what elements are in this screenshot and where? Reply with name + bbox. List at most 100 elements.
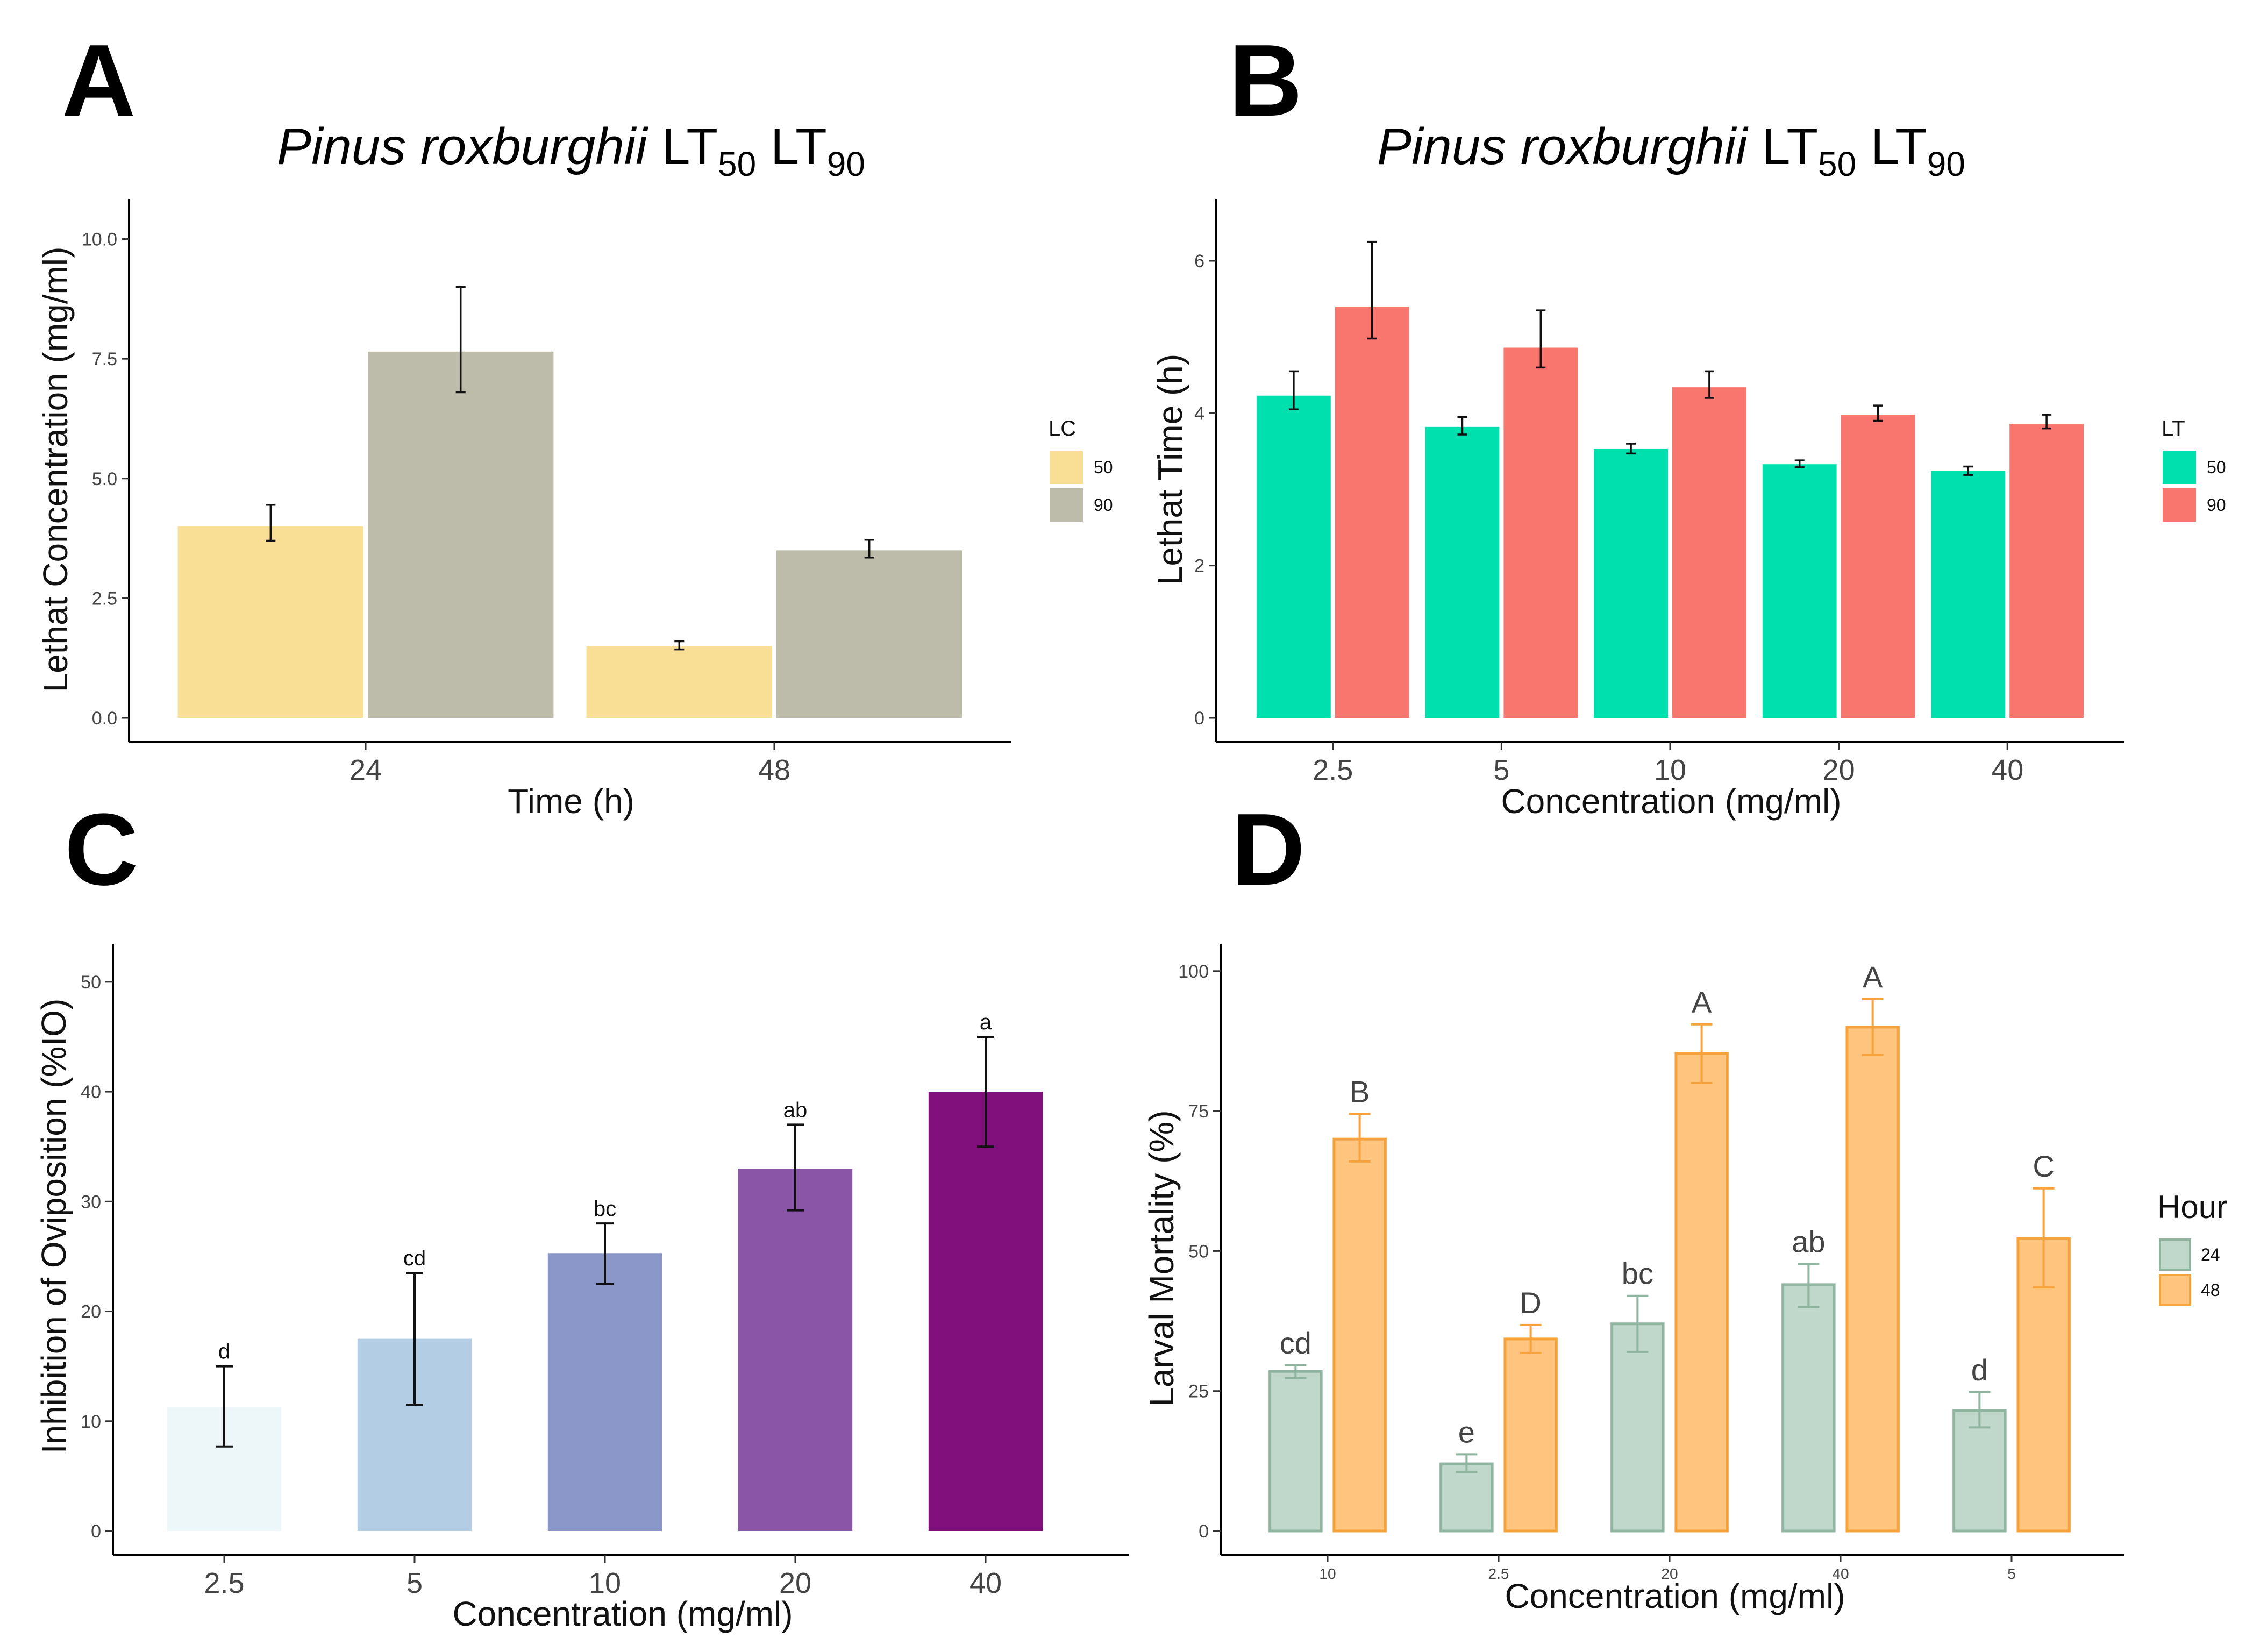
- panel-b-chart: 0 2 4 6 2.5 5 10 20 40 50 90: [1194, 199, 2226, 786]
- panel-c-bar: [547, 1253, 662, 1531]
- panel-d-bar-48: [1674, 1052, 1729, 1533]
- panel-b-bar-50: [1931, 471, 2006, 718]
- panel-d-y-tick-label: 100: [1178, 962, 1209, 982]
- panel-d-bar-48: [1503, 1337, 1558, 1533]
- panel-letter-c: C: [65, 793, 138, 907]
- panel-b-title-sub-50: 50: [1818, 145, 1856, 183]
- panel-d-y-tick-label: 25: [1188, 1382, 1209, 1402]
- panel-a-y-tick-label: 5.0: [92, 469, 117, 489]
- panel-d-y-tick-label: 50: [1188, 1241, 1209, 1262]
- panel-a-title-sub-50: 50: [718, 145, 756, 183]
- panel-a-legend-swatch-50: [1050, 451, 1083, 484]
- panel-b-legend-label-50: 50: [2207, 458, 2226, 477]
- panel-d-bar-24: [1952, 1409, 2007, 1533]
- panel-b-title-lt-b: LT: [1856, 118, 1927, 175]
- panel-b-x-tick-label: 5: [1493, 754, 1509, 786]
- panel-c-significance-letter: cd: [403, 1247, 426, 1270]
- panel-a-bar-50: [586, 646, 772, 718]
- panel-b-legend-label-90: 90: [2207, 495, 2226, 515]
- panel-d-x-tick-label: 10: [1319, 1565, 1336, 1582]
- panel-d-x-tick-label: 2.5: [1488, 1565, 1509, 1582]
- panel-b-legend-swatch-50: [2163, 451, 2196, 484]
- panel-d-significance-letter-48: D: [1520, 1286, 1541, 1320]
- panel-letter-d: D: [1231, 793, 1305, 907]
- panel-a-x-axis-title: Time (h): [508, 782, 634, 821]
- panel-a-y-axis-title: Lethat Concentration (mg/ml): [36, 247, 75, 693]
- panel-c-y-tick-label: 30: [81, 1192, 101, 1212]
- panel-d-legend-swatch-24: [2159, 1238, 2191, 1271]
- panel-d-x-tick-label: 40: [1832, 1565, 1849, 1582]
- panel-c-y-tick-label: 50: [81, 972, 101, 993]
- panel-b-x-tick-label: 10: [1654, 754, 1686, 786]
- panel-a-title-lt-b: LT: [756, 118, 827, 175]
- panel-d-bar-24: [1610, 1322, 1665, 1533]
- panel-d-x-axis-title: Concentration (mg/ml): [1505, 1577, 1845, 1615]
- panel-d-significance-letter-24: e: [1458, 1415, 1475, 1449]
- panel-b-legend-title: LT: [2162, 417, 2185, 440]
- panel-c-significance-letter: ab: [783, 1098, 808, 1122]
- panel-b-x-axis-title: Concentration (mg/ml): [1501, 782, 1841, 821]
- panel-c-bar: [738, 1169, 853, 1531]
- panel-a-title-lt-a: LT: [647, 118, 718, 175]
- panel-a-y-tick-label: 10.0: [82, 230, 117, 250]
- panel-a-x-tick-label: 48: [758, 754, 790, 786]
- panel-a-chart: 0.0 2.5 5.0 7.5 10.0 24 48 50 90: [82, 199, 1113, 786]
- panel-b-title-species: Pinus roxburghii: [1377, 118, 1749, 175]
- panel-d-legend-label-24: 24: [2201, 1245, 2220, 1264]
- panel-d-significance-letter-24: cd: [1280, 1326, 1311, 1360]
- panel-d-bar-48: [1332, 1137, 1387, 1533]
- panel-d-legend-label-48: 48: [2201, 1280, 2220, 1300]
- panel-b-bar-90: [2009, 424, 2084, 718]
- panel-b-y-tick-label: 4: [1194, 403, 1204, 424]
- panel-c-x-tick-label: 40: [969, 1567, 1002, 1599]
- panel-c-y-tick-label: 0: [91, 1521, 101, 1542]
- panel-b-bar-50: [1594, 448, 1668, 718]
- panel-c-x-tick-label: 10: [589, 1567, 621, 1599]
- panel-d-y-axis-title: Larval Mortality (%): [1142, 1110, 1181, 1406]
- panel-c-x-tick-label: 20: [779, 1567, 811, 1599]
- panel-d-bar-24: [1268, 1370, 1323, 1533]
- panel-c-significance-letter: a: [980, 1010, 992, 1034]
- panel-a-legend-label-50: 50: [1094, 458, 1113, 477]
- panel-b-y-tick-label: 2: [1194, 556, 1204, 576]
- panel-c-y-tick-label: 10: [81, 1412, 101, 1432]
- panel-c-x-tick-label: 2.5: [204, 1567, 244, 1599]
- panel-d-y-tick-label: 75: [1188, 1101, 1209, 1122]
- panel-d-significance-letter-48: B: [1350, 1074, 1370, 1108]
- panel-b-title: Pinus roxburghii LT50 LT90: [1377, 118, 1965, 183]
- panel-b-bar-90: [1335, 307, 1409, 718]
- panel-b-bar-50: [1762, 464, 1837, 718]
- panel-b-x-tick-label: 40: [1991, 754, 2023, 786]
- panel-d-significance-letter-24: bc: [1622, 1257, 1653, 1291]
- panel-d-significance-letter-48: A: [1692, 985, 1712, 1019]
- panel-b-x-tick-label: 2.5: [1313, 754, 1353, 786]
- panel-d-x-tick-label: 20: [1661, 1565, 1678, 1582]
- panel-b-y-tick-label: 6: [1194, 251, 1204, 272]
- panel-b-x-tick-label: 20: [1823, 754, 1855, 786]
- panel-d-x-tick-label: 5: [2007, 1565, 2016, 1582]
- panel-c-chart: 0 10 20 30 40 50 2.5 d 5 cd 10 bc 20 ab 40 a: [81, 944, 1129, 1599]
- panel-b-bar-90: [1841, 415, 1915, 718]
- panel-a-legend-label-90: 90: [1094, 495, 1113, 515]
- panel-d-significance-letter-24: d: [1971, 1353, 1988, 1387]
- panel-b-bar-50: [1425, 426, 1500, 718]
- panel-d-significance-letter-48: C: [2033, 1149, 2054, 1183]
- panel-b-title-sub-90: 90: [1927, 145, 1965, 183]
- panel-b-bar-50: [1256, 395, 1331, 718]
- panel-d-legend-title: Hour: [2157, 1189, 2227, 1225]
- panel-b-bar-90: [1503, 347, 1578, 718]
- panel-d-significance-letter-24: ab: [1792, 1224, 1825, 1258]
- panel-a-bar-50: [177, 526, 363, 718]
- panel-b-legend-swatch-90: [2163, 488, 2196, 522]
- panel-b-y-axis-title: Lethat Time (h): [1151, 354, 1189, 585]
- panel-letter-b: B: [1229, 24, 1302, 138]
- panel-b-y-tick-label: 0: [1194, 708, 1204, 729]
- panel-d-bar-24: [1439, 1462, 1494, 1533]
- panel-a-bar-90: [776, 550, 962, 718]
- panel-d-legend-swatch-48: [2159, 1274, 2191, 1306]
- panel-c-x-tick-label: 5: [407, 1567, 423, 1599]
- panel-a-legend-title: LC: [1049, 417, 1076, 440]
- panel-d-bar-48: [1845, 1026, 1900, 1533]
- panel-a-bar-90: [368, 351, 554, 718]
